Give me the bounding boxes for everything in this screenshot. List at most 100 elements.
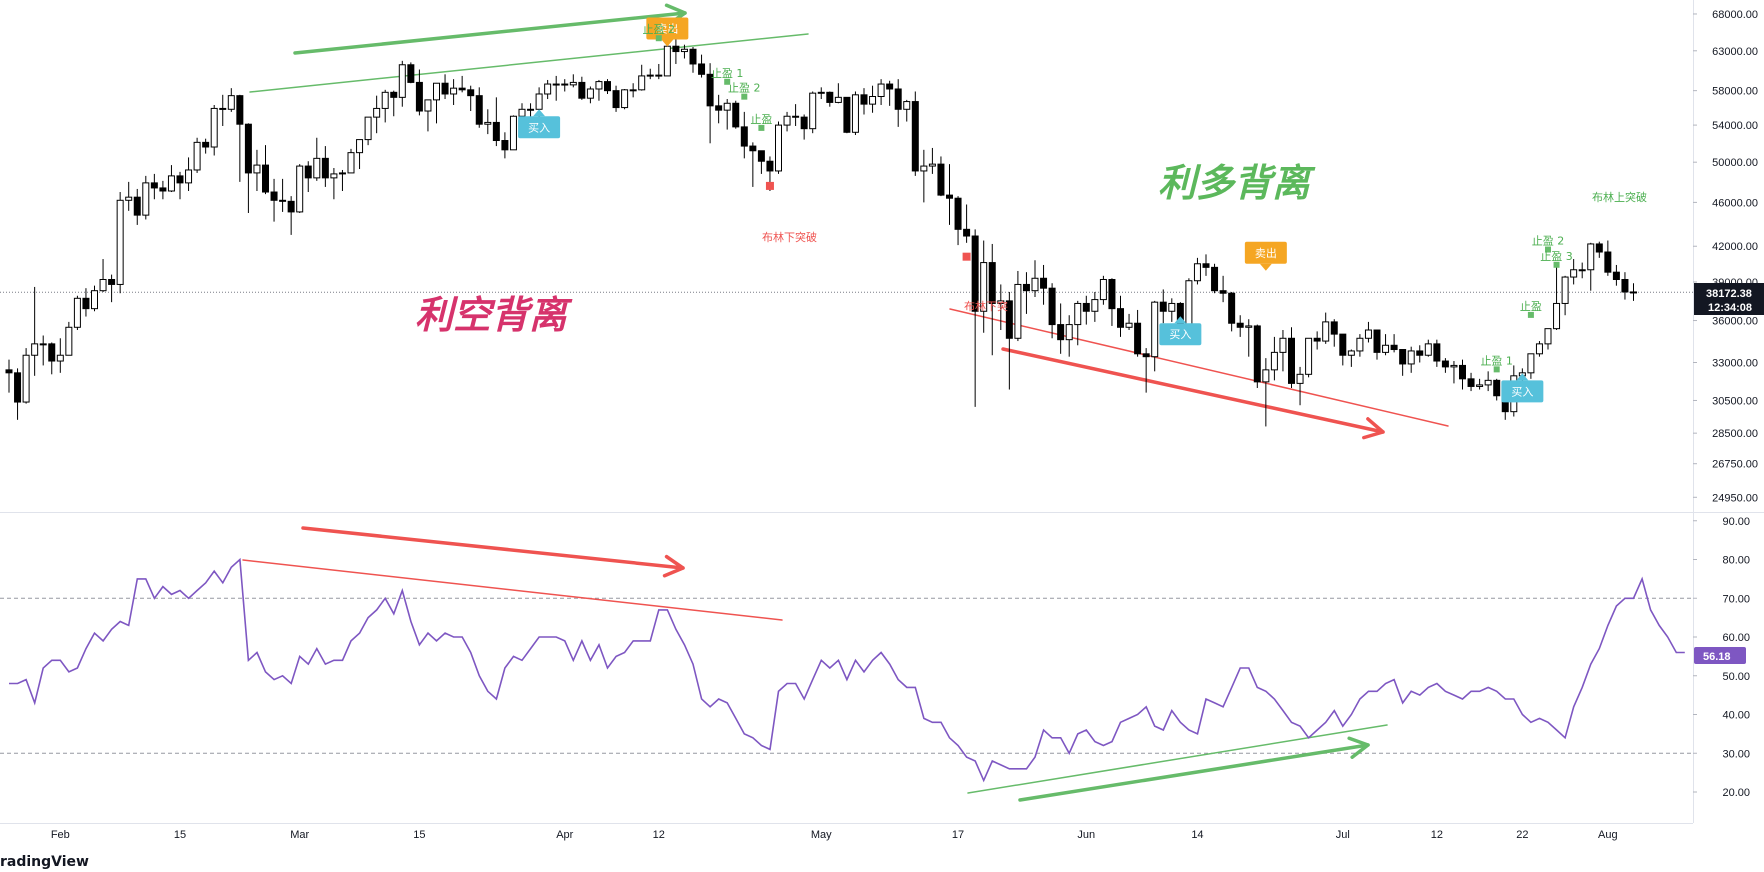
signal-label: 卖出 [1255, 246, 1277, 260]
candle-body [1082, 302, 1090, 312]
buy-signal: 买入 [518, 109, 561, 139]
candle [698, 54, 706, 78]
candle-body [911, 101, 919, 172]
signal-label: 买入 [528, 121, 550, 134]
candle-body [1040, 277, 1048, 289]
rsi-uptrend-line [967, 724, 1388, 794]
time-tick-label: 17 [952, 829, 964, 841]
candle [48, 342, 56, 375]
candle-body [116, 199, 124, 285]
sell-signal: 卖出 [1244, 241, 1287, 271]
signal-label: 卖出 [656, 21, 678, 35]
signal-pointer [661, 39, 674, 47]
time-axis[interactable]: Feb 15 Mar 15 Apr 12 May 17 Jun 14 Jul 12 22 Aug [51, 829, 1618, 841]
take-profit-marker: 止盈 [1520, 300, 1542, 318]
signal-pointer [533, 109, 546, 117]
candle [1339, 333, 1347, 366]
candle-body [108, 278, 116, 285]
candle [1459, 359, 1466, 390]
candle-body [1364, 329, 1372, 339]
candle [1570, 259, 1578, 285]
candle [988, 243, 996, 356]
price-tick-label: 46000.00 [1712, 197, 1758, 209]
candle-body [313, 157, 321, 179]
price-tick-label: 58000.00 [1712, 86, 1758, 98]
take-profit-label: 止盈 [1520, 300, 1542, 313]
candle [501, 132, 509, 159]
time-tick-label: 14 [1191, 829, 1203, 841]
candle-body [1168, 302, 1176, 312]
candle-body [689, 48, 697, 65]
candlestick-series[interactable] [5, 37, 1637, 427]
candle [219, 94, 227, 126]
bollinger-break-down-label-2: 布林下突 [964, 299, 1008, 313]
candle-body [1527, 353, 1535, 374]
candle [834, 83, 842, 104]
candle [1313, 331, 1321, 350]
candle-body [843, 96, 851, 133]
current-rsi-tag: 56.18 [1694, 647, 1746, 664]
candle [150, 173, 158, 200]
candle [612, 85, 620, 112]
candle-body [287, 200, 295, 213]
candle-body [552, 83, 560, 86]
candle-body [1228, 292, 1236, 324]
take-profit-square [741, 93, 748, 100]
candle-body [1612, 271, 1620, 280]
candle-body [1219, 290, 1227, 294]
signal-pointer [1174, 316, 1187, 324]
candle-body [1416, 350, 1424, 356]
rsi-pane-background [0, 513, 1764, 823]
candle [91, 285, 98, 312]
candle-body [1117, 308, 1124, 328]
rsi-tick-label: 90.00 [1722, 516, 1750, 528]
candle-body [39, 343, 47, 346]
candle [1253, 324, 1261, 388]
candle-body [544, 83, 552, 95]
candle [1416, 345, 1424, 363]
candle-body [1279, 337, 1287, 353]
rsi-axis[interactable]: 90.00 80.00 70.00 60.00 50.00 40.00 30.00 20.00 [1693, 516, 1750, 799]
take-profit-marker: 止盈 2 [1532, 235, 1564, 253]
candle [338, 169, 346, 191]
candle-body [1159, 301, 1167, 312]
signal-box [1159, 323, 1202, 346]
price-tick-label: 26750.00 [1712, 459, 1758, 471]
candle-body [210, 107, 218, 148]
candle-body [621, 89, 629, 109]
candle [244, 123, 252, 213]
candle-body [766, 160, 774, 172]
rsi-reference-lines [0, 291, 1693, 754]
candle [792, 104, 800, 126]
bollinger-break-up-label: 布林上突破 [1592, 190, 1647, 204]
candle-body [270, 191, 278, 201]
candle [1424, 339, 1432, 357]
take-profit-marker: 止盈 [750, 113, 772, 131]
candle [1262, 358, 1270, 427]
candle-body [48, 343, 56, 362]
rsi-series[interactable] [9, 557, 1685, 783]
price-downtrend-arrow-head [1362, 417, 1385, 440]
signal-label: 买入 [1169, 328, 1191, 341]
candle-body [176, 175, 184, 184]
candle [980, 240, 988, 333]
candle-body [612, 90, 620, 109]
candle-body [1630, 291, 1637, 294]
candle-body [1211, 266, 1219, 292]
price-axis[interactable]: 68000.00 63000.00 58000.00 54000.00 50000.00… [1693, 9, 1758, 504]
candle [31, 286, 39, 376]
time-tick-label: 12 [653, 829, 665, 841]
candle-body [202, 141, 210, 148]
candle [125, 181, 133, 211]
candle-body [1202, 263, 1210, 268]
take-profit-square [1545, 246, 1551, 253]
candle [1099, 275, 1107, 305]
candle [1091, 291, 1099, 322]
candle [1022, 272, 1030, 314]
candle-body [407, 64, 415, 83]
candle [963, 204, 971, 243]
candle [458, 75, 466, 93]
